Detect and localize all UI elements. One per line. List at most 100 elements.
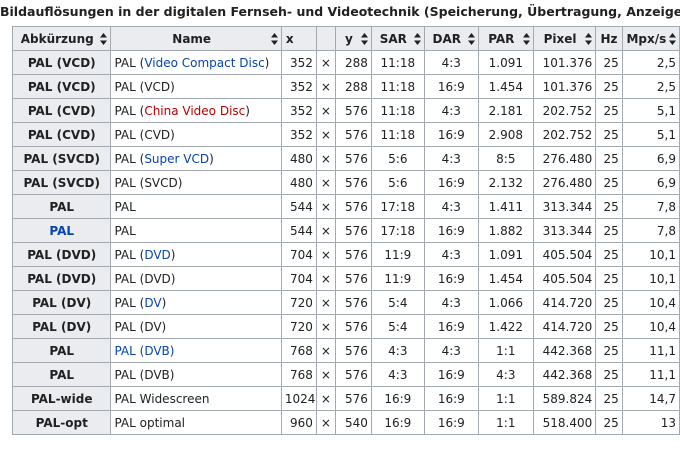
hz-cell: 25 (595, 338, 623, 363)
dar-cell: 16:9 (423, 386, 479, 411)
name-suffix: ) (170, 247, 176, 262)
column-header-abbr[interactable]: Abkürzung (11, 26, 112, 51)
y-cell: 540 (334, 410, 372, 435)
column-header-mpx[interactable]: Mpx/s (621, 26, 680, 51)
par-cell: 4:3 (477, 362, 534, 387)
name-link[interactable]: Super VCD (144, 151, 210, 166)
x-cell: 960 (280, 410, 317, 435)
dar-cell: 16:9 (423, 170, 479, 195)
hz-cell: 25 (595, 74, 623, 99)
column-header-pixel[interactable]: Pixel (532, 26, 597, 51)
column-header-hz[interactable]: Hz (595, 26, 623, 51)
y-cell: 576 (334, 146, 372, 171)
name-cell: PAL (Super VCD) (110, 146, 282, 171)
mpx-cell: 10,4 (621, 314, 680, 339)
times-cell: × (315, 218, 336, 243)
abbr-cell: PAL-wide (11, 386, 112, 411)
column-header-par[interactable]: PAR (477, 26, 534, 51)
times-cell: × (315, 146, 336, 171)
table-row: PAL PAL (DVB) 768 × 576 4:3 16:9 4:3 442.368 25 11… (11, 362, 680, 387)
sort-icon[interactable] (270, 32, 278, 45)
hz-cell: 25 (595, 122, 623, 147)
y-cell: 576 (334, 314, 372, 339)
par-cell: 2.132 (477, 170, 534, 195)
hz-cell: 25 (595, 218, 623, 243)
par-cell: 1:1 (477, 386, 534, 411)
sort-icon[interactable] (100, 32, 108, 45)
resolution-table: Abkürzung Name x y SAR DAR PAR Pixel Hz … (11, 26, 680, 435)
hz-cell: 25 (595, 266, 623, 291)
column-header-name[interactable]: Name (110, 26, 282, 51)
abbr-cell: PAL (11, 218, 112, 243)
sort-icon[interactable] (467, 32, 475, 45)
column-header-label: Hz (600, 31, 618, 46)
hz-cell: 25 (595, 290, 623, 315)
times-cell: × (315, 50, 336, 75)
name-cell: PAL (Video Compact Disc) (110, 50, 282, 75)
y-cell: 576 (334, 242, 372, 267)
sar-cell: 5:4 (370, 290, 425, 315)
name-link[interactable]: DVD (144, 247, 171, 262)
abbr-link[interactable]: PAL (49, 223, 75, 238)
sar-cell: 11:18 (370, 98, 425, 123)
pixel-cell: 414.720 (532, 290, 597, 315)
sort-icon[interactable] (669, 32, 676, 45)
sar-cell: 11:9 (370, 242, 425, 267)
sort-icon[interactable] (522, 32, 530, 45)
table-row: PAL (VCD) PAL (Video Compact Disc) 352 × 288… (11, 50, 680, 75)
par-cell: 1.422 (477, 314, 534, 339)
column-header-label: Mpx/s (626, 31, 667, 46)
mpx-cell: 5,1 (621, 98, 680, 123)
x-cell: 352 (280, 122, 317, 147)
par-cell: 1.091 (477, 50, 534, 75)
times-cell: × (315, 314, 336, 339)
par-cell: 1.066 (477, 290, 534, 315)
column-header-label: y (344, 31, 353, 46)
dar-cell: 4:3 (423, 194, 479, 219)
table-row: PAL PAL (DVB) 768 × 576 4:3 4:3 1:1 442.368 25 11,… (11, 338, 680, 363)
pixel-cell: 313.344 (532, 218, 597, 243)
name-link[interactable]: Video Compact Disc (144, 55, 265, 70)
par-cell: 1:1 (477, 338, 534, 363)
column-header-times (315, 26, 336, 51)
y-cell: 288 (334, 50, 372, 75)
hz-cell: 25 (595, 194, 623, 219)
par-cell: 1.882 (477, 218, 534, 243)
name-cell: PAL (VCD) (110, 74, 282, 99)
column-header-label: PAR (488, 31, 515, 46)
name-link[interactable]: DV (144, 295, 162, 310)
name-prefix: PAL ( (114, 103, 145, 118)
mpx-cell: 11,1 (621, 338, 680, 363)
x-cell: 544 (280, 218, 317, 243)
par-cell: 1.454 (477, 266, 534, 291)
y-cell: 576 (334, 362, 372, 387)
name-cell: PAL (DVD) (110, 266, 282, 291)
times-cell: × (315, 242, 336, 267)
column-header-sar[interactable]: SAR (370, 26, 425, 51)
pixel-cell: 442.368 (532, 338, 597, 363)
name-suffix: ) (264, 55, 270, 70)
abbr-cell: PAL (CVD) (11, 122, 112, 147)
pixel-cell: 202.752 (532, 122, 597, 147)
sort-icon[interactable] (360, 32, 368, 45)
x-cell: 704 (280, 242, 317, 267)
abbr-cell: PAL (DV) (11, 314, 112, 339)
column-header-dar[interactable]: DAR (423, 26, 479, 51)
par-cell: 2.181 (477, 98, 534, 123)
sort-icon[interactable] (413, 32, 421, 45)
y-cell: 576 (334, 122, 372, 147)
x-cell: 544 (280, 194, 317, 219)
mpx-cell: 2,5 (621, 74, 680, 99)
abbr-cell: PAL (11, 362, 112, 387)
sort-icon[interactable] (585, 32, 593, 45)
par-cell: 2.908 (477, 122, 534, 147)
times-cell: × (315, 170, 336, 195)
name-link[interactable]: China Video Disc (144, 103, 246, 118)
x-cell: 768 (280, 362, 317, 387)
column-header-y[interactable]: y (334, 26, 372, 51)
mpx-cell: 11,1 (621, 362, 680, 387)
name-link[interactable]: PAL (DVB) (114, 343, 175, 358)
column-header-x[interactable]: x (280, 26, 317, 51)
hz-cell: 25 (595, 410, 623, 435)
dar-cell: 4:3 (423, 290, 479, 315)
